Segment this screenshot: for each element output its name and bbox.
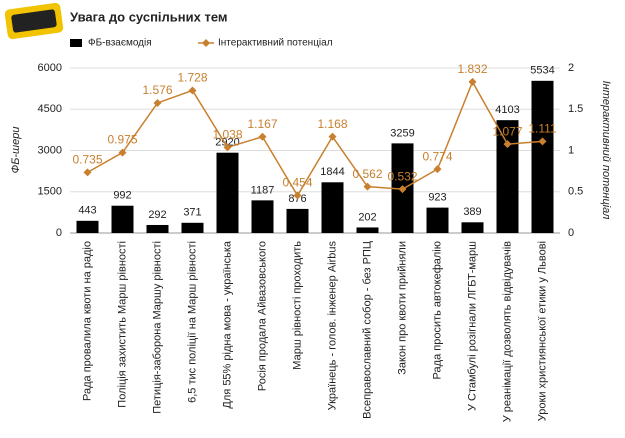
line-value-label: 0.774 (422, 149, 452, 163)
point-marker (223, 143, 232, 152)
line-value-label: 0.532 (387, 169, 417, 183)
x-tick-label: Петиція-заборона Маршу рівності (151, 241, 163, 414)
line-value-label: 1.077 (492, 124, 522, 138)
point-marker (83, 168, 92, 177)
x-tick-label: Для 55% рідна мова - українська (221, 240, 233, 408)
line-value-label: 0.562 (352, 167, 382, 181)
x-tick-label: 6,5 тис поліції на Марш рівності (186, 241, 198, 403)
line-value-label: 0.454 (282, 176, 312, 190)
point-marker (328, 132, 337, 141)
line (87, 80, 543, 198)
bar (531, 80, 554, 233)
bar-value-label: 5534 (530, 65, 554, 77)
bar-value-label: 202 (358, 211, 376, 223)
y2-tick-label: 0.5 (568, 186, 583, 198)
logo (4, 2, 64, 40)
bar (216, 152, 239, 233)
bar (76, 220, 99, 233)
x-tick-label: Закон про квоти прийняли (396, 241, 408, 375)
y2-tick-label: 0 (568, 227, 574, 239)
y-tick-label: 3000 (38, 144, 62, 156)
bar (286, 208, 309, 233)
x-tick-label: Українець - голов. інженер Airbus (326, 241, 338, 411)
bar-value-label: 1844 (320, 166, 344, 178)
line-value-label: 1.832 (457, 62, 487, 76)
bar-value-label: 992 (113, 190, 131, 202)
x-tick-label: Уроки християнської етики у Львові (536, 241, 548, 421)
legend-label: ФБ-взаємодія (88, 38, 152, 49)
x-tick-label: Рада провалила квоти на радіо (81, 241, 93, 401)
point-marker (258, 132, 267, 141)
bar-value-label: 923 (428, 192, 446, 204)
x-tick-label: У реанімації дозволять відвідувачів (501, 241, 513, 422)
x-tick-label: У Стамбулі розігнали ЛГБТ-марш (466, 241, 478, 411)
y-tick-label: 0 (56, 227, 62, 239)
bar (181, 222, 204, 233)
line-value-label: 1.576 (142, 83, 172, 97)
line-value-label: 1.167 (247, 117, 277, 131)
legend-label: Інтерактивний потенціал (218, 38, 333, 49)
line-value-label: 0.975 (107, 133, 137, 147)
bar-value-label: 1187 (251, 184, 275, 196)
chart-title: Увага до суспільних тем (70, 9, 228, 24)
bar (426, 207, 449, 233)
y2-tick-label: 1 (568, 144, 574, 156)
bar-value-label: 389 (463, 206, 481, 218)
point-marker (433, 165, 442, 174)
line-value-label: 1.111 (528, 122, 557, 136)
point-marker (468, 77, 477, 86)
y2-axis-title: Інтерактивний потенціал (600, 81, 612, 220)
legend-swatch (202, 39, 210, 47)
y-axis-title: ФБ-шери (10, 126, 22, 173)
point-marker (363, 182, 372, 191)
x-tick-label: Рада просить автокефалію (431, 241, 443, 379)
point-marker (118, 148, 127, 157)
point-marker (293, 191, 302, 200)
y2-tick-label: 1.5 (568, 103, 583, 115)
line-value-label: 1.168 (317, 117, 347, 131)
bar (461, 222, 484, 233)
x-tick-label: Всеправославний собор - без РПЦ (361, 241, 373, 419)
y-tick-label: 4500 (38, 103, 62, 115)
bar (321, 182, 344, 233)
bar (111, 205, 134, 233)
bar (146, 224, 169, 233)
point-marker (503, 140, 512, 149)
point-marker (188, 86, 197, 95)
point-marker (538, 137, 547, 146)
x-tick-label: Поліція захистить Марш рівності (116, 241, 128, 408)
bar (496, 120, 519, 233)
x-tick-label: Росія продала Айвазовського (256, 241, 268, 391)
y-tick-label: 6000 (38, 62, 62, 74)
bar-value-label: 3259 (390, 127, 414, 139)
line-value-label: 0.735 (72, 153, 102, 167)
x-tick-label: Марш рівності проходить (291, 241, 303, 370)
point-marker (153, 98, 162, 107)
bar-value-label: 292 (148, 209, 166, 221)
bar-value-label: 443 (78, 205, 96, 217)
point-marker (398, 185, 407, 194)
bar-value-label: 4103 (495, 104, 519, 116)
bar (251, 200, 274, 233)
bar-value-label: 371 (183, 207, 201, 219)
bar (356, 227, 379, 233)
y-tick-label: 1500 (38, 186, 62, 198)
line-value-label: 1.728 (177, 71, 207, 85)
line-value-label: 1.038 (212, 128, 242, 142)
y2-tick-label: 2 (568, 62, 574, 74)
legend-swatch (70, 39, 82, 47)
